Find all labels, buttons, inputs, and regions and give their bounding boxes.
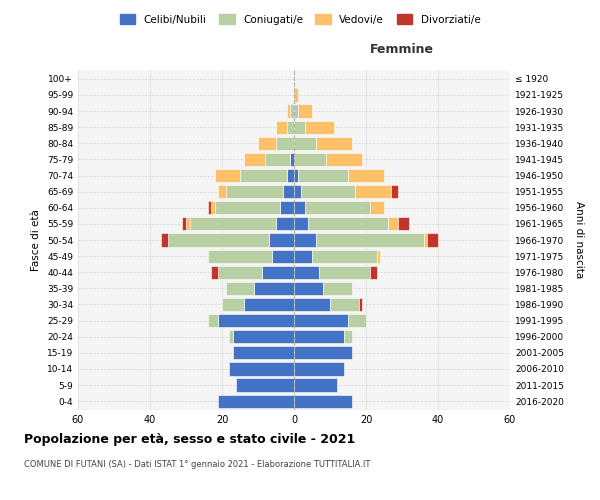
Bar xyxy=(427,234,438,246)
Bar xyxy=(182,218,186,230)
Bar xyxy=(208,314,218,327)
Bar xyxy=(294,362,344,376)
Bar xyxy=(222,298,244,311)
Bar xyxy=(218,185,226,198)
Bar xyxy=(330,298,359,311)
Bar xyxy=(294,378,337,392)
Bar xyxy=(211,266,218,279)
Bar xyxy=(254,282,294,295)
Bar xyxy=(218,266,262,279)
Bar xyxy=(294,201,305,214)
Bar xyxy=(287,169,294,182)
Bar xyxy=(229,330,233,344)
Bar xyxy=(377,250,380,262)
Bar xyxy=(294,88,298,102)
Bar xyxy=(226,282,254,295)
Bar xyxy=(294,120,305,134)
Bar xyxy=(294,234,316,246)
Bar xyxy=(294,394,352,407)
Bar xyxy=(186,218,190,230)
Bar xyxy=(305,201,370,214)
Text: Popolazione per età, sesso e stato civile - 2021: Popolazione per età, sesso e stato civil… xyxy=(24,432,355,446)
Y-axis label: Fasce di età: Fasce di età xyxy=(31,209,41,271)
Bar xyxy=(294,266,319,279)
Bar xyxy=(258,136,276,150)
Bar xyxy=(294,153,326,166)
Y-axis label: Anni di nascita: Anni di nascita xyxy=(574,202,584,278)
Bar xyxy=(316,234,424,246)
Bar xyxy=(265,153,290,166)
Bar xyxy=(294,136,316,150)
Bar xyxy=(287,104,290,118)
Text: COMUNE DI FUTANI (SA) - Dati ISTAT 1° gennaio 2021 - Elaborazione TUTTITALIA.IT: COMUNE DI FUTANI (SA) - Dati ISTAT 1° ge… xyxy=(24,460,370,469)
Bar xyxy=(294,250,312,262)
Bar xyxy=(280,201,294,214)
Bar xyxy=(294,185,301,198)
Bar xyxy=(294,346,352,360)
Legend: Celibi/Nubili, Coniugati/e, Vedovi/e, Divorziati/e: Celibi/Nubili, Coniugati/e, Vedovi/e, Di… xyxy=(115,10,485,29)
Bar xyxy=(208,250,272,262)
Bar xyxy=(240,169,287,182)
Bar xyxy=(348,169,384,182)
Bar xyxy=(211,201,215,214)
Bar xyxy=(316,136,352,150)
Bar xyxy=(218,394,294,407)
Bar xyxy=(370,201,384,214)
Bar xyxy=(226,185,283,198)
Bar xyxy=(168,234,269,246)
Bar xyxy=(294,218,308,230)
Bar xyxy=(244,298,294,311)
Bar xyxy=(190,218,276,230)
Bar xyxy=(262,266,294,279)
Bar xyxy=(161,234,168,246)
Bar xyxy=(388,218,398,230)
Bar xyxy=(305,120,334,134)
Bar xyxy=(269,234,294,246)
Bar xyxy=(319,266,370,279)
Bar xyxy=(398,218,409,230)
Bar xyxy=(287,120,294,134)
Bar xyxy=(236,378,294,392)
Bar xyxy=(294,169,298,182)
Bar xyxy=(424,234,427,246)
Bar xyxy=(312,250,377,262)
Bar xyxy=(276,136,294,150)
Bar xyxy=(294,314,348,327)
Bar xyxy=(301,185,355,198)
Bar xyxy=(294,104,298,118)
Bar xyxy=(215,169,240,182)
Bar xyxy=(326,153,362,166)
Bar xyxy=(290,104,294,118)
Bar xyxy=(233,346,294,360)
Bar xyxy=(348,314,366,327)
Text: Femmine: Femmine xyxy=(370,44,434,57)
Bar xyxy=(344,330,352,344)
Bar xyxy=(308,218,388,230)
Bar xyxy=(294,282,323,295)
Bar xyxy=(272,250,294,262)
Bar xyxy=(229,362,294,376)
Bar xyxy=(391,185,398,198)
Bar xyxy=(359,298,362,311)
Bar xyxy=(244,153,265,166)
Bar xyxy=(294,330,344,344)
Bar xyxy=(298,104,312,118)
Bar xyxy=(276,218,294,230)
Bar xyxy=(298,169,348,182)
Bar xyxy=(215,201,280,214)
Bar xyxy=(370,266,377,279)
Bar xyxy=(323,282,352,295)
Bar xyxy=(218,314,294,327)
Bar xyxy=(355,185,391,198)
Bar xyxy=(294,298,330,311)
Bar xyxy=(283,185,294,198)
Bar xyxy=(290,153,294,166)
Bar xyxy=(208,201,211,214)
Bar xyxy=(276,120,287,134)
Bar xyxy=(233,330,294,344)
